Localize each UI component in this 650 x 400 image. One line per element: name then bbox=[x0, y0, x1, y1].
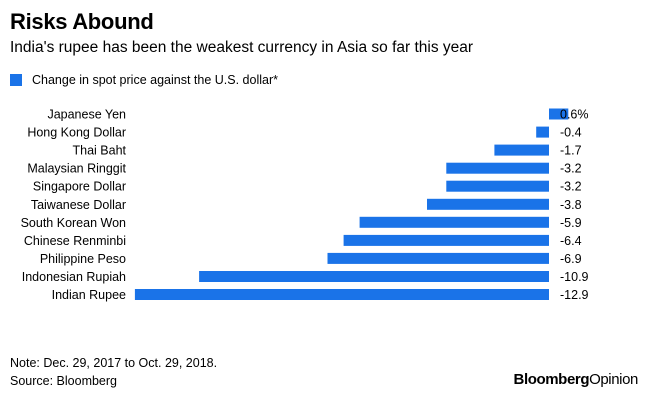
bar bbox=[536, 126, 549, 138]
category-label: Singapore Dollar bbox=[33, 180, 126, 194]
category-label: Indonesian Rupiah bbox=[22, 270, 126, 284]
chart-subtitle: India's rupee has been the weakest curre… bbox=[10, 39, 474, 56]
value-label: -6.4 bbox=[560, 234, 582, 248]
value-label: -5.9 bbox=[560, 216, 582, 230]
footnote: Note: Dec. 29, 2017 to Oct. 29, 2018. bbox=[10, 356, 218, 370]
brand-name-regular: Opinion bbox=[589, 371, 638, 388]
bar bbox=[359, 216, 549, 228]
category-label: Hong Kong Dollar bbox=[27, 126, 126, 140]
chart-title: Risks Abound bbox=[10, 9, 154, 34]
value-label: -3.2 bbox=[560, 180, 582, 194]
brand-name-bold: Bloomberg bbox=[513, 371, 590, 388]
category-label: Chinese Renminbi bbox=[24, 234, 126, 248]
bar bbox=[327, 252, 549, 264]
legend: Change in spot price against the U.S. do… bbox=[10, 73, 278, 87]
bar bbox=[343, 234, 549, 246]
legend-label: Change in spot price against the U.S. do… bbox=[32, 73, 278, 87]
bar bbox=[446, 180, 549, 192]
bar bbox=[494, 144, 549, 156]
value-label: -1.7 bbox=[560, 144, 582, 158]
value-label: -10.9 bbox=[560, 270, 589, 284]
bar bbox=[446, 162, 549, 174]
source-line: Source: Bloomberg bbox=[10, 374, 118, 388]
category-label: Malaysian Ringgit bbox=[27, 162, 126, 176]
bar bbox=[199, 271, 549, 282]
bar bbox=[549, 108, 569, 120]
value-label: -6.9 bbox=[560, 252, 582, 266]
bar bbox=[134, 289, 549, 300]
value-label: -3.2 bbox=[560, 162, 582, 176]
category-label: Japanese Yen bbox=[47, 108, 126, 122]
category-label: South Korean Won bbox=[21, 216, 126, 230]
value-label: -0.4 bbox=[560, 126, 582, 140]
legend-swatch bbox=[10, 74, 22, 86]
bar bbox=[427, 198, 549, 210]
category-label: Indian Rupee bbox=[52, 288, 126, 302]
brand-logo: BloombergOpinion bbox=[513, 371, 639, 388]
value-label: -12.9 bbox=[560, 288, 589, 302]
category-label: Taiwanese Dollar bbox=[31, 198, 126, 212]
category-label: Philippine Peso bbox=[40, 252, 126, 266]
value-label: 0.6% bbox=[560, 108, 589, 122]
category-label: Thai Baht bbox=[72, 144, 126, 158]
value-label: -3.8 bbox=[560, 198, 582, 212]
